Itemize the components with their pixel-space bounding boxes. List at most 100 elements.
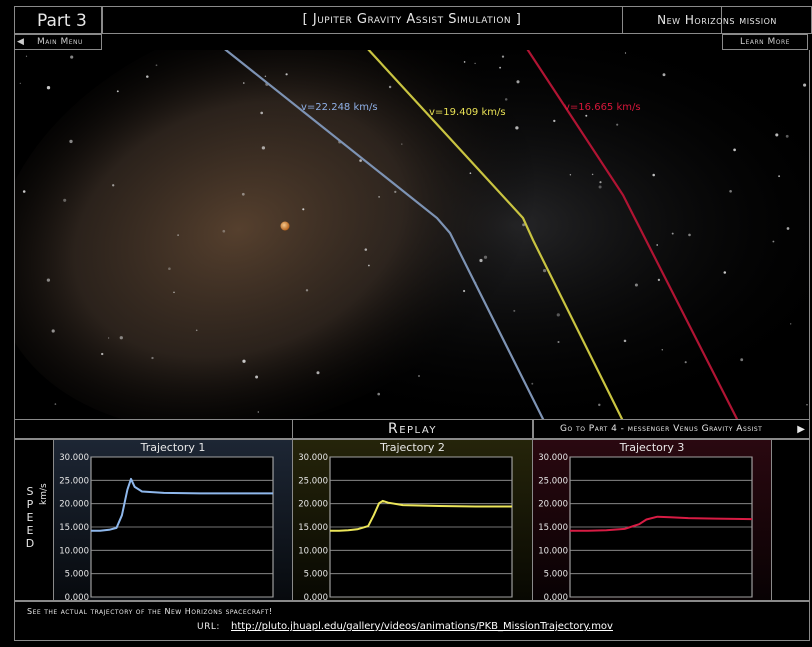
- chart-title: Trajectory 2: [380, 441, 445, 454]
- y-tick-label: 30.000: [538, 453, 568, 463]
- learn-more-button[interactable]: Learn More: [722, 34, 808, 50]
- forward-arrow-icon: ▶: [797, 424, 805, 435]
- star: [261, 146, 266, 150]
- star: [729, 189, 732, 193]
- star: [155, 64, 158, 67]
- y-tick-label: 15.000: [538, 523, 568, 533]
- trajectory-1-chart: Trajectory 1 0.000 5.000 10.000 15.000 20.00…: [53, 439, 293, 602]
- star: [285, 73, 288, 76]
- y-tick-label: 30.000: [59, 453, 89, 463]
- star: [243, 82, 245, 84]
- star: [474, 62, 476, 65]
- back-arrow-icon: ◀: [17, 37, 24, 47]
- star: [513, 309, 516, 312]
- star: [499, 66, 502, 69]
- star: [671, 232, 674, 235]
- star: [377, 392, 381, 396]
- y-tick-label: 10.000: [538, 546, 568, 556]
- star: [378, 196, 380, 198]
- chart-3-plot: 0.000 5.000 10.000 15.000 20.000 25.000 30.000: [538, 453, 753, 602]
- star: [623, 339, 627, 343]
- y-tick-label: 20.000: [298, 500, 328, 510]
- y-tick-label: 25.000: [298, 476, 328, 486]
- star: [368, 264, 370, 267]
- star: [662, 73, 666, 77]
- star: [46, 278, 51, 282]
- star: [772, 240, 775, 243]
- y-tick-label: 10.000: [298, 546, 328, 556]
- star: [479, 258, 483, 263]
- star: [173, 291, 175, 294]
- star: [70, 55, 74, 59]
- star: [255, 375, 259, 379]
- nebula-cloud: [15, 50, 537, 419]
- y-tick-label: 0.000: [304, 593, 328, 602]
- star: [257, 411, 259, 413]
- y-tick-label: 5.000: [304, 570, 328, 580]
- trajectory-2-speed: v=19.409 km/s: [429, 107, 506, 118]
- star: [264, 75, 267, 78]
- star: [504, 98, 508, 101]
- star: [19, 82, 21, 85]
- star: [69, 139, 73, 144]
- star: [591, 173, 594, 176]
- star: [652, 173, 655, 177]
- next-part-button[interactable]: Go to Part 4 - messenger Venus Gravity A…: [533, 419, 810, 439]
- chart-spacer: [771, 439, 810, 601]
- page-title: [ Jupiter Gravity Assist Simulation ]: [102, 6, 722, 34]
- mission-label: New Horizons mission: [622, 6, 812, 34]
- star: [542, 268, 547, 273]
- speed-letter: E: [26, 524, 34, 537]
- trajectory-3-speed: v=16.665 km/s: [564, 102, 641, 113]
- star: [806, 404, 808, 406]
- star: [151, 356, 154, 360]
- star: [116, 90, 119, 93]
- y-tick-label: 5.000: [544, 570, 568, 580]
- star: [522, 223, 526, 227]
- star: [723, 271, 727, 274]
- star: [25, 55, 28, 57]
- chart-title: Trajectory 1: [140, 441, 206, 454]
- y-tick-label: 0.000: [65, 593, 89, 602]
- star: [146, 75, 149, 78]
- star: [556, 313, 560, 317]
- star: [740, 358, 744, 362]
- footer-panel: See the actual trajectory of the New Hor…: [14, 601, 810, 641]
- star: [305, 289, 309, 292]
- star: [661, 349, 664, 351]
- y-tick-label: 15.000: [59, 523, 89, 533]
- star: [195, 329, 198, 332]
- star: [599, 181, 602, 184]
- star: [634, 283, 638, 287]
- star: [401, 143, 403, 145]
- star: [684, 361, 687, 364]
- speed-letter: S: [26, 485, 34, 498]
- star: [516, 80, 520, 84]
- y-tick-label: 20.000: [538, 500, 568, 510]
- star: [585, 114, 588, 117]
- chart-1-plot: 0.000 5.000 10.000 15.000 20.000 25.000 30.000: [59, 453, 274, 602]
- trajectory-video-link[interactable]: http://pluto.jhuapl.edu/gallery/videos/a…: [231, 621, 613, 632]
- y-tick-label: 15.000: [298, 523, 328, 533]
- star: [785, 134, 789, 138]
- star: [107, 337, 110, 339]
- y-tick-label: 25.000: [538, 476, 568, 486]
- star: [598, 403, 601, 407]
- y-tick-label: 5.000: [65, 570, 89, 580]
- star: [786, 227, 790, 230]
- star: [46, 86, 51, 90]
- replay-button[interactable]: Replay: [292, 419, 533, 439]
- star: [101, 352, 104, 356]
- main-menu-button[interactable]: ◀ Main Menu: [14, 34, 102, 50]
- star: [463, 289, 466, 293]
- star: [119, 336, 123, 340]
- star: [778, 175, 781, 178]
- y-tick-label: 0.000: [544, 593, 568, 602]
- star: [483, 255, 488, 259]
- star: [463, 61, 466, 63]
- star: [112, 184, 115, 187]
- part-label: Part 3: [14, 6, 102, 34]
- speed-letter: P: [26, 498, 34, 511]
- y-tick-label: 20.000: [59, 500, 89, 510]
